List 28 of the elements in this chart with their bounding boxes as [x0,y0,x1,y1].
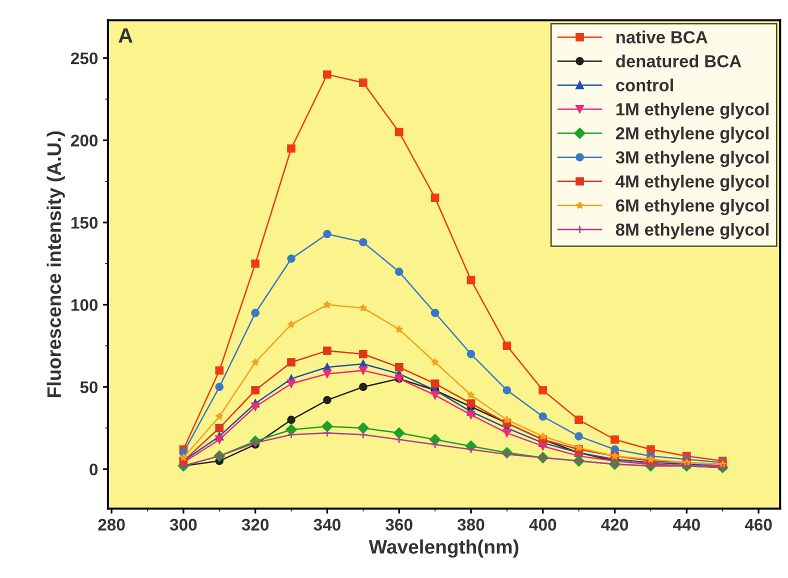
x-tick-label: 380 [457,518,484,531]
y-tick-label: 50 [80,381,98,394]
x-tick-label: 320 [242,518,269,531]
x-tick-label: 360 [386,518,412,531]
legend-label: 8M ethylene glycol [616,222,768,240]
y-tick-label: 150 [71,216,98,229]
x-tick-label: 460 [744,518,772,531]
legend-label: 6M ethylene glycol [616,198,768,216]
legend-label: control [616,78,673,92]
legend-label: 1M ethylene glycol [616,102,768,119]
x-tick-label: 420 [601,518,628,531]
x-axis-title: Wavelength(nm) [368,539,518,558]
legend-label: denatured BCA [616,54,742,68]
legend-label: native BCA [616,30,708,44]
annotation: A [118,28,133,43]
y-axis-title: Fluorescence intensity (A.U.) [46,131,65,398]
x-tick-label: 340 [314,518,340,531]
x-tick-label: 400 [529,518,556,531]
y-tick-label: 100 [71,299,98,311]
legend-label: 3M ethylene glycol [616,150,768,168]
y-tick-label: 250 [71,52,98,64]
y-tick-label: 200 [71,134,98,146]
x-tick-label: 440 [673,518,700,531]
x-tick-label: 280 [98,518,125,531]
x-tick-label: 300 [170,518,197,531]
legend-label: 2M ethylene glycol [616,126,768,143]
legend-label: 4M ethylene glycol [616,174,768,192]
y-tick-label: 0 [90,464,98,476]
